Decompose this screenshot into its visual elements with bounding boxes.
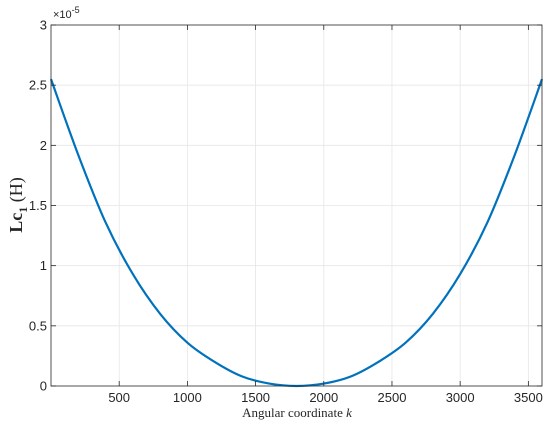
y-exponent-label: ×10-5	[53, 5, 80, 21]
x-tick-label: 3000	[446, 390, 475, 405]
y-axis-label-sub: 1	[16, 207, 30, 213]
x-axis-label: Angular coordinate k	[242, 405, 352, 420]
y-tick-label: 1	[40, 258, 47, 273]
y-tick-label: 0.5	[29, 318, 47, 333]
x-tick-label: 3500	[514, 390, 543, 405]
ticks	[51, 24, 542, 387]
grid	[51, 25, 542, 386]
y-tick-label: 0	[40, 379, 47, 394]
y-axis-label-unit: (H)	[6, 177, 27, 207]
y-tick-label: 1.5	[29, 198, 47, 213]
y-exponent-base: ×10	[53, 9, 72, 21]
y-axis-label: Lc1 (H)	[6, 177, 30, 233]
y-exponent-power: -5	[72, 5, 80, 15]
x-tick-label: 2000	[309, 390, 338, 405]
x-axis-label-text: Angular coordinate	[242, 405, 346, 420]
x-tick-labels: 500 1000 1500 2000 2500 3000 3500	[108, 390, 542, 405]
x-tick-label: 500	[108, 390, 130, 405]
x-axis-label-var: k	[346, 405, 352, 420]
y-tick-label: 3	[40, 18, 47, 33]
x-tick-label: 2500	[378, 390, 407, 405]
y-tick-label: 2	[40, 138, 47, 153]
y-tick-labels: 0 0.5 1 1.5 2 2.5 3	[29, 18, 47, 394]
x-tick-label: 1500	[241, 390, 270, 405]
x-tick-label: 1000	[173, 390, 202, 405]
y-axis-label-main: Lc	[6, 213, 26, 233]
y-tick-label: 2.5	[29, 78, 47, 93]
